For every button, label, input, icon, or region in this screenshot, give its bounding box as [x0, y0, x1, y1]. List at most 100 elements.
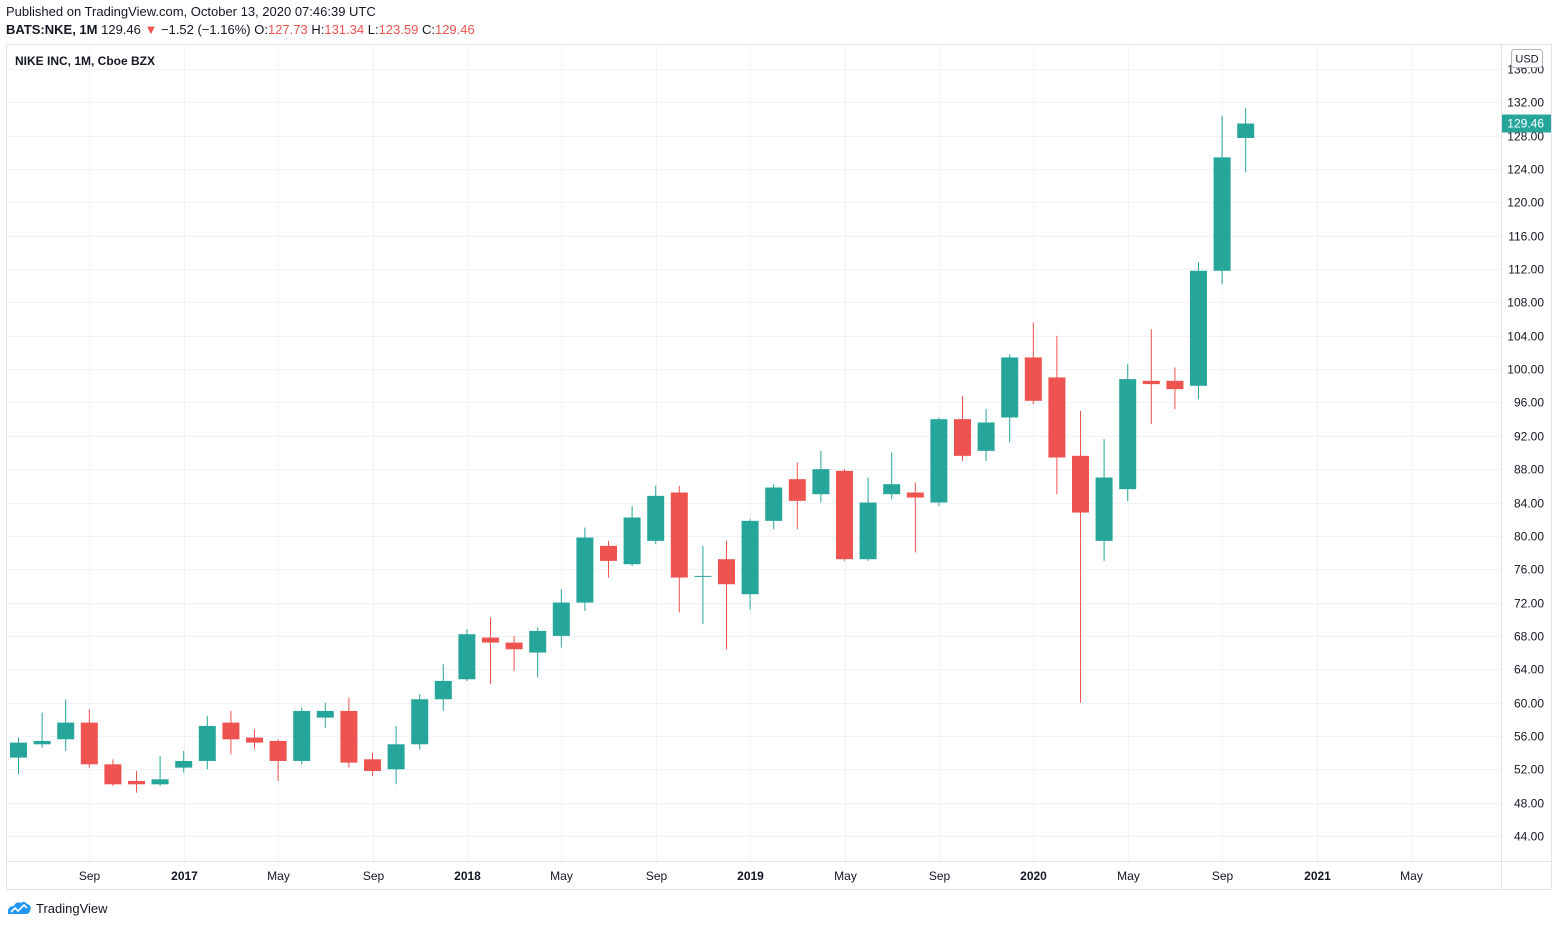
- candle-body: [505, 642, 523, 650]
- last-price: 129.46: [101, 22, 141, 37]
- candle[interactable]: [1190, 262, 1207, 400]
- candle[interactable]: [175, 750, 193, 773]
- candles-layer: [10, 107, 1255, 793]
- candle-body: [623, 517, 641, 565]
- candle[interactable]: [741, 519, 759, 610]
- candle[interactable]: [269, 739, 287, 781]
- candle[interactable]: [647, 485, 665, 545]
- candle[interactable]: [694, 545, 712, 625]
- candle[interactable]: [482, 617, 499, 685]
- price-tick-label: 128.00: [1507, 130, 1544, 144]
- price-axis[interactable]: 44.00 48.00 52.00 56.00 60.00 64.00 68.00 72.00…: [1507, 63, 1544, 844]
- candle[interactable]: [505, 635, 523, 671]
- chart-frame[interactable]: 44.00 48.00 52.00 56.00 60.00 64.00 68.00 72.00…: [6, 44, 1552, 890]
- candle[interactable]: [576, 527, 594, 611]
- candle[interactable]: [33, 712, 51, 748]
- candle[interactable]: [552, 589, 570, 648]
- time-tick-label: May: [834, 869, 857, 883]
- candle[interactable]: [812, 450, 830, 503]
- candle[interactable]: [930, 417, 948, 506]
- candle[interactable]: [411, 694, 429, 750]
- candle-body: [812, 469, 830, 495]
- time-tick-label: 2021: [1304, 869, 1331, 883]
- candle-body: [458, 634, 476, 680]
- candle-body: [836, 470, 853, 560]
- candle[interactable]: [670, 485, 688, 613]
- published-info: Published on TradingView.com, October 13…: [6, 4, 376, 19]
- candle-body: [647, 495, 665, 541]
- candle[interactable]: [859, 477, 877, 561]
- candle[interactable]: [718, 540, 735, 650]
- candle[interactable]: [600, 540, 617, 578]
- candle[interactable]: [10, 737, 27, 775]
- candle[interactable]: [246, 729, 263, 750]
- candle[interactable]: [1048, 335, 1066, 495]
- candle[interactable]: [198, 715, 216, 770]
- candle-body: [741, 520, 759, 595]
- candle[interactable]: [954, 395, 971, 461]
- candle[interactable]: [316, 702, 334, 728]
- candle[interactable]: [80, 709, 98, 768]
- candle[interactable]: [104, 759, 122, 786]
- candle[interactable]: [364, 752, 381, 776]
- candle-body: [576, 537, 594, 603]
- candle[interactable]: [1237, 107, 1255, 173]
- candle[interactable]: [387, 725, 405, 785]
- last-price-box: [1502, 114, 1551, 133]
- footer-brand[interactable]: TradingView: [6, 900, 108, 916]
- candle[interactable]: [883, 452, 901, 500]
- candle-body: [1024, 357, 1042, 401]
- candle[interactable]: [906, 482, 924, 553]
- candle[interactable]: [1142, 329, 1160, 425]
- candle-body: [906, 492, 924, 498]
- candle[interactable]: [529, 627, 547, 678]
- candlestick-chart[interactable]: 44.00 48.00 52.00 56.00 60.00 64.00 68.00 72.00…: [6, 44, 1552, 890]
- time-tick-label: Sep: [929, 869, 951, 883]
- candle-body: [954, 419, 971, 456]
- candle-body: [859, 502, 877, 560]
- price-tick-label: 60.00: [1514, 697, 1544, 711]
- candle[interactable]: [222, 710, 240, 755]
- candle-body: [1095, 477, 1113, 541]
- time-tick-label: 2017: [171, 869, 198, 883]
- time-tick-label: May: [267, 869, 290, 883]
- candle-body: [411, 699, 429, 745]
- time-axis[interactable]: Sep 2017 May Sep 2018 May Sep 2019 May Sep 2020 May…: [79, 869, 1423, 883]
- candle-body: [718, 559, 735, 585]
- candle[interactable]: [1072, 410, 1089, 703]
- candle[interactable]: [151, 755, 169, 786]
- time-tick-label: 2019: [737, 869, 764, 883]
- candle-body: [387, 744, 405, 770]
- price-tick-label: 68.00: [1514, 630, 1544, 644]
- candle[interactable]: [57, 699, 75, 751]
- price-tick-label: 112.00: [1508, 263, 1544, 277]
- price-tick-label: 88.00: [1514, 463, 1544, 477]
- candle-body: [552, 602, 570, 636]
- candle[interactable]: [1095, 439, 1113, 561]
- candle[interactable]: [623, 505, 641, 566]
- candle[interactable]: [293, 707, 311, 765]
- footer-brand-label: TradingView: [36, 900, 108, 916]
- candle[interactable]: [1166, 367, 1184, 410]
- currency-badge[interactable]: USD: [1511, 49, 1543, 68]
- price-tick-label: 84.00: [1514, 497, 1544, 511]
- chart-title: NIKE INC, 1M, Cboe BZX: [15, 54, 155, 68]
- candle[interactable]: [1024, 322, 1042, 405]
- close-label: C:: [421, 22, 435, 37]
- candle[interactable]: [1119, 364, 1137, 501]
- candle[interactable]: [765, 484, 783, 530]
- candle[interactable]: [1001, 354, 1019, 443]
- candle[interactable]: [434, 664, 452, 711]
- price-tick-label: 76.00: [1514, 563, 1544, 577]
- candle[interactable]: [1213, 115, 1231, 285]
- candle[interactable]: [128, 770, 145, 793]
- symbol-label[interactable]: BATS:NKE, 1M: [6, 22, 98, 37]
- price-tick-label: 96.00: [1514, 396, 1544, 410]
- candle[interactable]: [836, 469, 853, 561]
- candle[interactable]: [977, 409, 995, 461]
- candle[interactable]: [458, 629, 476, 681]
- candle-body: [1237, 123, 1255, 138]
- time-tick-label: May: [1117, 869, 1140, 883]
- candle[interactable]: [788, 462, 806, 530]
- candle[interactable]: [340, 697, 358, 768]
